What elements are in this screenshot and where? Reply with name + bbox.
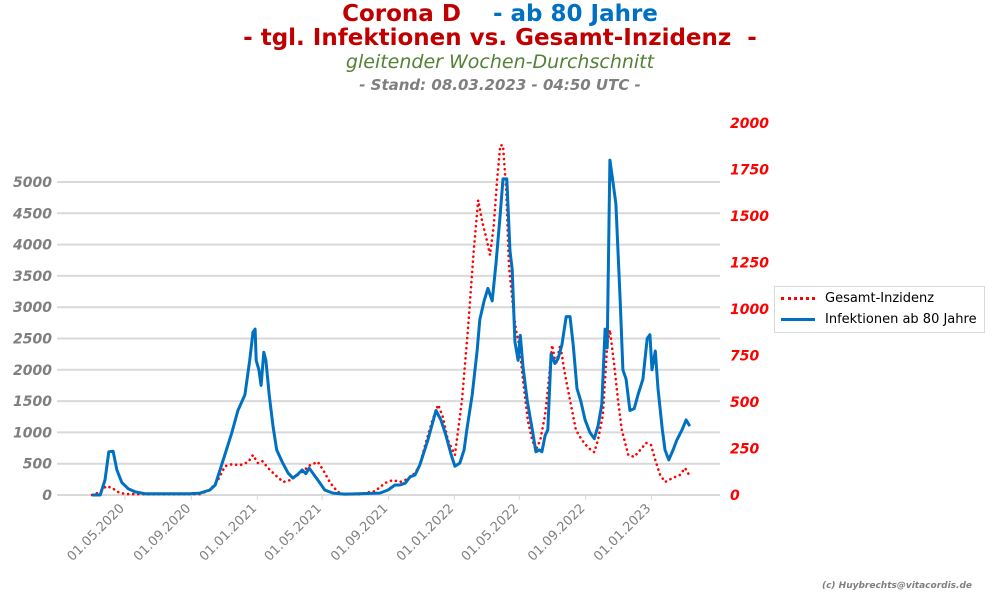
- y-left-tick-label: 2000: [13, 363, 52, 379]
- y-right-tick-label: 0: [730, 488, 740, 504]
- y-left-tick-label: 5000: [13, 175, 52, 191]
- y-left-tick-label: 2500: [13, 332, 52, 348]
- series-line-gesamt-inzidenz: [90, 144, 692, 497]
- y-left-tick-label: 4000: [12, 238, 52, 254]
- legend-swatch-dotted: [781, 297, 815, 300]
- x-tick-label: 01.01.2022: [394, 501, 457, 564]
- y-left-tick-label: 3500: [13, 269, 52, 285]
- y-right-tick-label: 1500: [730, 209, 769, 225]
- chart-subtitle: gleitender Wochen-Durchschnitt: [345, 51, 655, 73]
- chart-timestamp: - Stand: 08.03.2023 - 04:50 UTC -: [359, 76, 641, 94]
- copyright-credit: (c) Huybrechts@vitacordis.de: [821, 581, 972, 591]
- x-tick-label: 01.05.2020: [65, 501, 128, 564]
- y-right-tick-label: 250: [730, 442, 759, 458]
- y-right-tick-label: 500: [730, 395, 759, 411]
- x-tick-label: 01.05.2021: [262, 501, 325, 564]
- x-tick-label: 01.01.2023: [591, 501, 654, 564]
- legend-item-infektionen: Infektionen ab 80 Jahre: [781, 312, 977, 327]
- y-right-tick-label: 750: [730, 349, 759, 365]
- y-left-tick-label: 1000: [13, 425, 52, 441]
- y-left-tick-label: 500: [23, 457, 52, 473]
- y-right-tick-label: 1250: [730, 256, 769, 272]
- y-right-tick-label: 2000: [730, 116, 769, 132]
- y-left-tick-label: 4500: [12, 206, 52, 222]
- y-right-tick-label: 1000: [730, 302, 769, 318]
- y-right-tick-label: 1750: [730, 163, 769, 179]
- title-age-group: - ab 80 Jahre: [492, 1, 658, 27]
- y-left-tick-label: 1500: [13, 394, 52, 410]
- chart-title-line2: - tgl. Infektionen vs. Gesamt-Inzidenz -: [243, 25, 757, 51]
- title-country: Corona D: [342, 1, 493, 27]
- legend-item-inzidenz: Gesamt-Inzidenz: [781, 291, 934, 306]
- x-tick-label: 01.09.2021: [328, 501, 391, 564]
- x-tick-label: 01.01.2021: [197, 501, 260, 564]
- y-left-tick-label: 3000: [13, 300, 52, 316]
- legend-label: Infektionen ab 80 Jahre: [825, 312, 977, 327]
- legend-label: Gesamt-Inzidenz: [825, 291, 935, 306]
- x-tick-label: 01.05.2022: [459, 501, 522, 564]
- legend-swatch-solid: [781, 318, 815, 321]
- legend: Gesamt-Inzidenz Infektionen ab 80 Jahre: [774, 286, 985, 333]
- series-line-infektionen-80: [92, 158, 692, 497]
- x-tick-label: 01.09.2022: [525, 501, 588, 564]
- chart-title-line1: Corona D - ab 80 Jahre: [0, 0, 1000, 28]
- y-left-tick-label: 0: [42, 488, 52, 504]
- x-tick-label: 01.09.2020: [131, 501, 194, 564]
